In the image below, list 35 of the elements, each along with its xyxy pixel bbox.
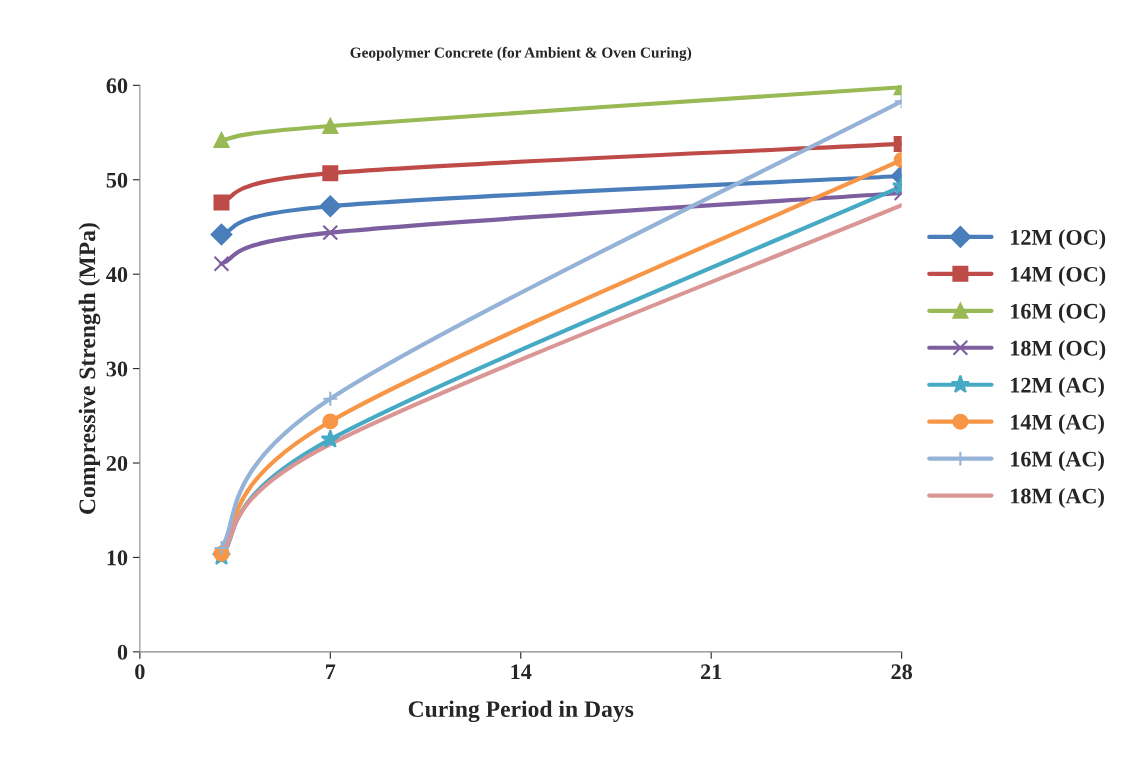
y-tick-label: 30 — [106, 361, 128, 377]
point — [322, 413, 339, 430]
point — [322, 224, 339, 241]
x-tick-label: 7 — [326, 664, 336, 680]
legend-label: 16M (OC) — [1011, 303, 1106, 324]
legend-label: 12M (OC) — [1011, 229, 1106, 250]
point — [322, 390, 339, 407]
y-tick-label: 10 — [107, 550, 128, 566]
legend-label: 18M (OC) — [1011, 340, 1106, 361]
legend-label: 14M (OC) — [1011, 266, 1106, 287]
point — [213, 540, 230, 556]
x-axis-title: Curing Period in Days — [408, 700, 634, 723]
legend-label: 18M (AC) — [1011, 487, 1104, 509]
y-tick-label: 40 — [106, 267, 128, 283]
point — [213, 132, 230, 149]
x-tick-label: 0 — [135, 664, 145, 680]
y-tick-label: 20 — [106, 455, 128, 471]
legend-label: 16M (AC) — [1011, 450, 1104, 472]
legend-label: 12M (AC) — [1011, 377, 1104, 398]
point — [319, 195, 342, 218]
point — [210, 223, 233, 246]
point — [322, 117, 339, 134]
point — [320, 429, 340, 448]
x-tick-label: 14 — [511, 664, 532, 680]
chart-title: Geopolymer Concrete (for Ambient & Oven Curing) — [350, 46, 692, 61]
y-axis-title: Compressive Strength (MPa) — [78, 223, 101, 514]
y-tick-label: 60 — [106, 78, 128, 94]
legend-label: 14M (AC) — [1011, 414, 1104, 435]
y-tick-label: 50 — [106, 172, 128, 188]
point — [213, 194, 230, 211]
x-tick-label: 28 — [891, 664, 913, 680]
point — [322, 165, 339, 182]
y-tick-label: 0 — [117, 644, 128, 660]
x-tick-label: 21 — [701, 664, 722, 680]
point — [213, 255, 230, 272]
